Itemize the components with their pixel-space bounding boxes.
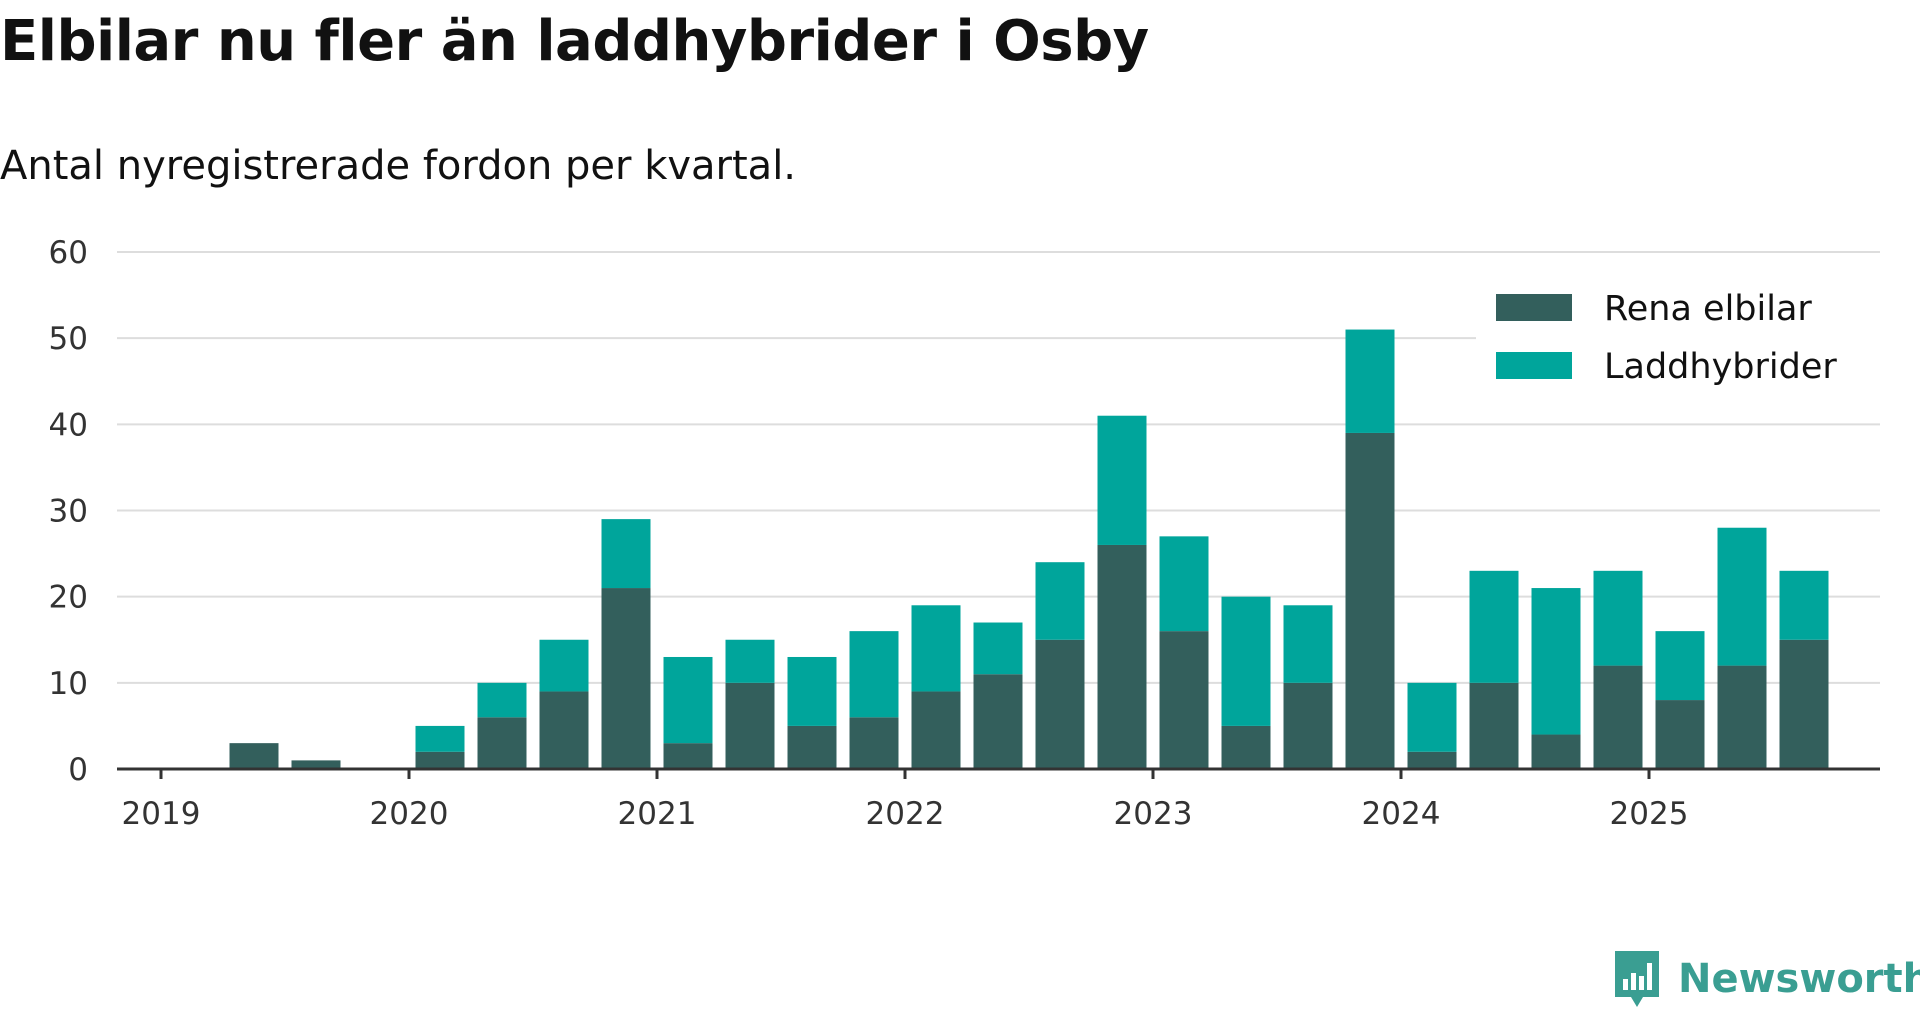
- bar-laddhybrider: [1345, 329, 1395, 433]
- legend-swatch: [1496, 352, 1572, 379]
- bar-rena-elbilar: [1345, 432, 1395, 769]
- bar-rena-elbilar: [1035, 639, 1085, 769]
- bar-laddhybrider: [849, 631, 899, 718]
- bar-rena-elbilar: [1097, 544, 1147, 769]
- legend-label: Rena elbilar: [1604, 289, 1812, 329]
- bar-rena-elbilar: [1655, 700, 1705, 769]
- bar-rena-elbilar: [477, 717, 527, 769]
- x-tick-label: 2020: [370, 796, 449, 832]
- bar-laddhybrider: [725, 639, 775, 683]
- bar-laddhybrider: [1035, 562, 1085, 640]
- bar-laddhybrider: [1531, 588, 1581, 735]
- bar-rena-elbilar: [973, 674, 1023, 769]
- chart-title: Elbilar nu fler än laddhybrider i Osby: [0, 9, 1149, 74]
- bar-rena-elbilar: [1221, 725, 1271, 769]
- bar-rena-elbilar: [911, 691, 961, 769]
- bar-rena-elbilar: [1469, 682, 1519, 769]
- bar-rena-elbilar: [601, 588, 651, 769]
- bar-laddhybrider: [1717, 527, 1767, 666]
- bar-laddhybrider: [1779, 570, 1829, 640]
- bar-laddhybrider: [1097, 415, 1147, 545]
- x-tick-label: 2025: [1610, 796, 1689, 832]
- brand-logo: Newsworthy: [1612, 944, 1920, 1014]
- brand-name: Newsworthy: [1678, 956, 1920, 1002]
- bar-rena-elbilar: [1593, 665, 1643, 769]
- bar-laddhybrider: [1469, 570, 1519, 683]
- x-tick-label: 2021: [618, 796, 697, 832]
- bar-laddhybrider: [415, 725, 465, 752]
- x-tick-label: 2024: [1362, 796, 1441, 832]
- y-tick-label: 50: [49, 321, 88, 357]
- y-tick-label: 10: [49, 666, 88, 702]
- bar-rena-elbilar: [1283, 682, 1333, 769]
- bar-rena-elbilar: [663, 743, 713, 769]
- bar-laddhybrider: [1655, 631, 1705, 701]
- newsworthy-chart-icon: [1615, 951, 1659, 1007]
- x-tick-label: 2022: [866, 796, 945, 832]
- y-tick-label: 30: [49, 494, 88, 530]
- legend-swatch: [1496, 294, 1572, 321]
- y-tick-label: 20: [49, 580, 88, 616]
- bar-laddhybrider: [973, 622, 1023, 675]
- y-tick-label: 40: [49, 407, 88, 443]
- bar-rena-elbilar: [849, 717, 899, 769]
- bar-laddhybrider: [1283, 605, 1333, 683]
- bar-rena-elbilar: [229, 743, 279, 769]
- chart-subtitle: Antal nyregistrerade fordon per kvartal.: [0, 143, 797, 189]
- bar-rena-elbilar: [1407, 751, 1457, 769]
- bar-laddhybrider: [1593, 570, 1643, 666]
- bar-rena-elbilar: [291, 760, 341, 769]
- bar-laddhybrider: [539, 639, 589, 692]
- bar-laddhybrider: [663, 656, 713, 744]
- bar-rena-elbilar: [1779, 639, 1829, 769]
- legend-label: Laddhybrider: [1604, 347, 1837, 387]
- bar-laddhybrider: [787, 656, 837, 726]
- bar-rena-elbilar: [1159, 631, 1209, 769]
- bar-laddhybrider: [911, 605, 961, 692]
- bar-laddhybrider: [1407, 682, 1457, 752]
- bar-rena-elbilar: [539, 691, 589, 769]
- y-tick-label: 60: [49, 235, 88, 271]
- bar-rena-elbilar: [1717, 665, 1767, 769]
- bar-laddhybrider: [1221, 596, 1271, 726]
- x-tick-label: 2023: [1114, 796, 1193, 832]
- bar-rena-elbilar: [415, 751, 465, 769]
- y-tick-label: 0: [68, 752, 88, 788]
- bar-rena-elbilar: [787, 725, 837, 769]
- bar-laddhybrider: [601, 519, 651, 589]
- bar-rena-elbilar: [725, 682, 775, 769]
- bar-rena-elbilar: [1531, 734, 1581, 769]
- x-tick-label: 2019: [122, 796, 201, 832]
- bar-laddhybrider: [1159, 536, 1209, 632]
- bar-laddhybrider: [477, 682, 527, 718]
